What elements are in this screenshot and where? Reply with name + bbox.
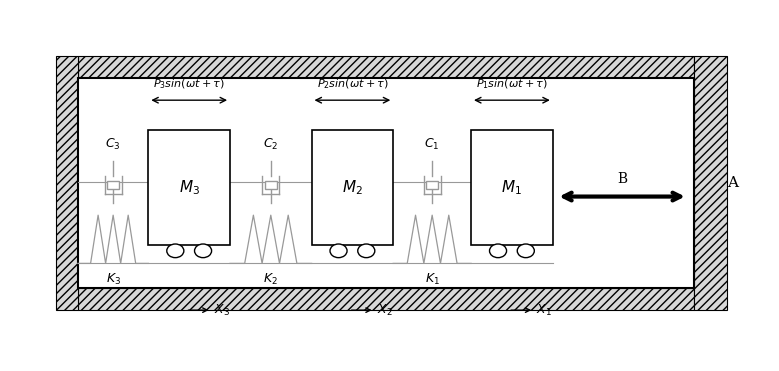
Text: $M_2$: $M_2$ [342, 178, 363, 197]
Text: $P_1sin(\omega t+\tau)$: $P_1sin(\omega t+\tau)$ [476, 77, 548, 91]
Text: $M_1$: $M_1$ [502, 178, 523, 197]
Bar [471, 130, 553, 245]
Text: $C_3$: $C_3$ [105, 137, 121, 152]
Text: $X_1$: $X_1$ [537, 303, 552, 318]
Text: $M_3$: $M_3$ [178, 178, 199, 197]
Bar [78, 56, 693, 78]
Bar [107, 181, 119, 189]
Text: $K_1$: $K_1$ [425, 272, 439, 288]
Ellipse shape [489, 244, 506, 257]
Text: A: A [727, 176, 738, 190]
Text: $P_2sin(\omega t+\tau)$: $P_2sin(\omega t+\tau)$ [316, 77, 388, 91]
Bar [55, 56, 78, 310]
Text: $C_2$: $C_2$ [263, 137, 278, 152]
Text: $K_2$: $K_2$ [263, 272, 278, 288]
Ellipse shape [195, 244, 212, 257]
Bar [312, 130, 393, 245]
Text: $X_3$: $X_3$ [213, 303, 230, 318]
Bar [148, 130, 230, 245]
Bar [426, 181, 439, 189]
Bar [265, 181, 277, 189]
Ellipse shape [517, 244, 534, 257]
Bar [78, 288, 693, 310]
Ellipse shape [330, 244, 347, 257]
Ellipse shape [167, 244, 184, 257]
Ellipse shape [358, 244, 375, 257]
Text: $X_2$: $X_2$ [377, 303, 393, 318]
Bar [693, 56, 727, 310]
Text: $C_1$: $C_1$ [425, 137, 440, 152]
Text: B: B [617, 172, 627, 186]
Text: $P_3sin(\omega t+\tau)$: $P_3sin(\omega t+\tau)$ [153, 77, 225, 91]
Text: $K_3$: $K_3$ [106, 272, 121, 288]
Bar [78, 78, 693, 288]
